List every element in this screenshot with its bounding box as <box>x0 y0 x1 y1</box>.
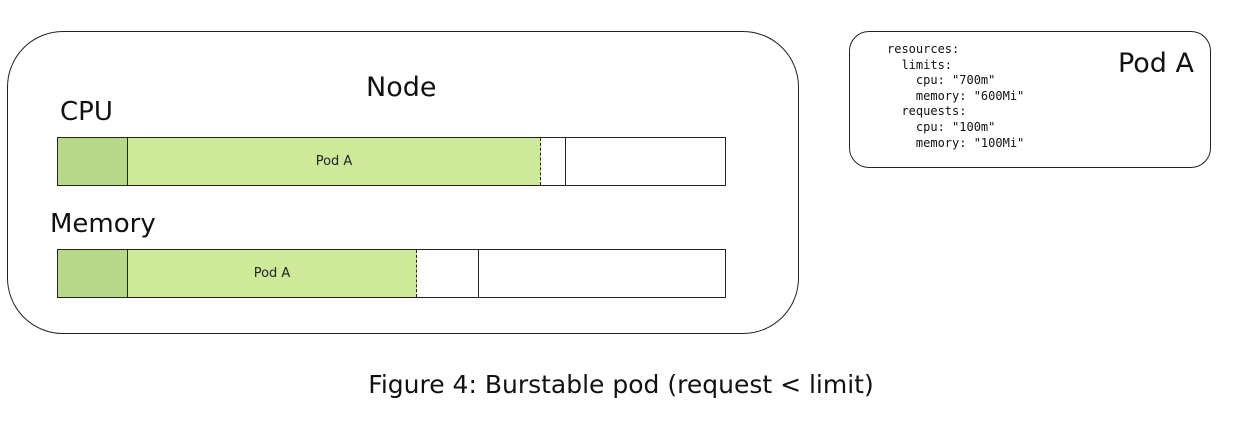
cpu-bar: Pod A <box>57 137 726 186</box>
cpu-label: CPU <box>60 97 113 127</box>
pod-resources-yaml: resources: limits: cpu: "700m" memory: "… <box>887 42 1025 150</box>
cpu-pod-a-segment: Pod A <box>128 138 541 185</box>
cpu-limit-divider <box>565 138 566 185</box>
memory-pod-a-segment: Pod A <box>128 250 417 297</box>
node-container <box>7 31 799 334</box>
figure-caption: Figure 4: Burstable pod (request < limit… <box>368 370 874 399</box>
cpu-request-segment <box>58 138 128 185</box>
memory-request-segment <box>58 250 128 297</box>
cpu-pod-a-label: Pod A <box>315 154 353 169</box>
memory-bar: Pod A <box>57 249 726 298</box>
memory-label: Memory <box>50 209 156 239</box>
node-title: Node <box>366 72 437 103</box>
memory-pod-a-label: Pod A <box>253 266 291 281</box>
pod-spec-title: Pod A <box>1117 48 1194 79</box>
memory-limit-divider <box>478 250 479 297</box>
pod-spec-box: resources: limits: cpu: "700m" memory: "… <box>849 31 1211 168</box>
